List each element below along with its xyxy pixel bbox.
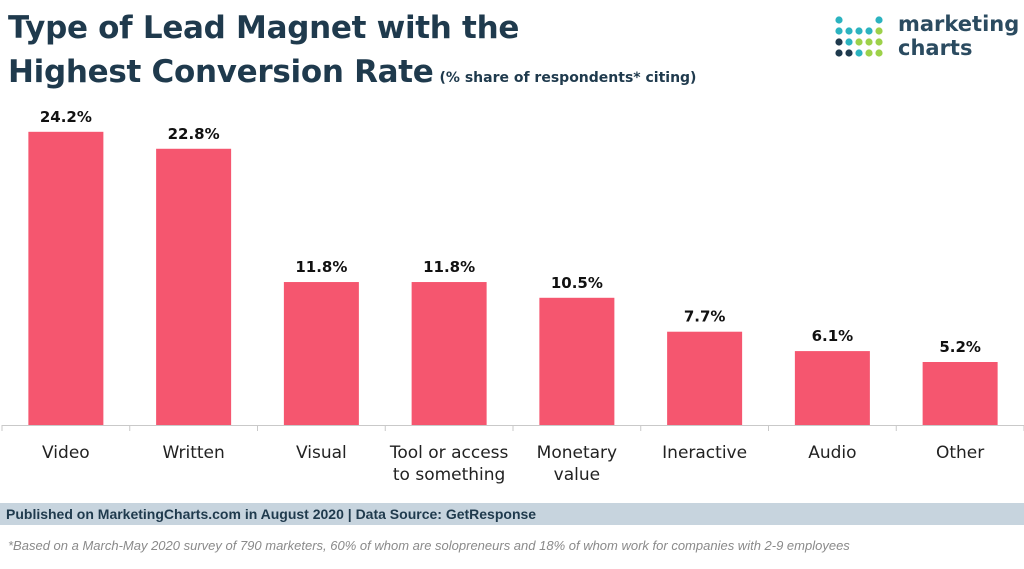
logo-dot xyxy=(855,49,863,57)
title-line-2: Highest Conversion Rate (% share of respo… xyxy=(8,50,696,100)
data-label: 11.8% xyxy=(423,258,475,276)
source-bar: Published on MarketingCharts.com in Augu… xyxy=(0,503,1024,525)
logo-dot xyxy=(845,38,853,46)
category-label: Other xyxy=(936,443,984,463)
logo-text-line1: marketing xyxy=(898,12,1020,36)
logo-dot xyxy=(855,38,863,46)
category-label: Monetary xyxy=(537,443,617,463)
chart-subtitle: (% share of respondents* citing) xyxy=(439,70,697,86)
logo-dot xyxy=(875,16,883,24)
bar xyxy=(539,297,615,425)
logo-dot xyxy=(865,49,873,57)
category-label: Written xyxy=(162,443,224,463)
title-line-2-text: Highest Conversion Rate xyxy=(8,54,434,90)
bar xyxy=(156,148,232,425)
category-label: value xyxy=(554,465,600,485)
logo-dot xyxy=(845,49,853,57)
bar xyxy=(922,362,998,425)
logo-dot xyxy=(875,49,883,57)
title-line-1: Type of Lead Magnet with the xyxy=(8,10,520,46)
category-label: Audio xyxy=(808,443,856,463)
footnote: *Based on a March-May 2020 survey of 790… xyxy=(8,538,850,553)
category-label: Ineractive xyxy=(662,443,747,463)
logo-dot xyxy=(855,27,863,35)
data-label: 10.5% xyxy=(551,274,603,292)
category-label: Tool or access xyxy=(389,443,509,463)
logo-dot xyxy=(845,27,853,35)
logo-dot xyxy=(835,27,843,35)
logo-dots-icon xyxy=(835,16,883,57)
bar-chart: 24.2% Video 22.8% Written 11.8% Visual 11.8% To… xyxy=(1,108,1024,485)
bar xyxy=(411,282,487,425)
data-label: 6.1% xyxy=(812,327,854,345)
logo-dot xyxy=(865,38,873,46)
marketingcharts-logo: marketing charts xyxy=(834,12,1019,68)
logo-dot xyxy=(835,16,843,24)
bar xyxy=(28,131,104,426)
category-label: to something xyxy=(393,465,505,485)
chart-title: Type of Lead Magnet with the Highest Con… xyxy=(8,6,696,100)
bar xyxy=(794,351,870,425)
bar xyxy=(667,331,743,425)
logo-text-line2: charts xyxy=(898,36,973,60)
data-label: 24.2% xyxy=(40,108,92,126)
data-label: 22.8% xyxy=(168,125,220,143)
logo-dot xyxy=(875,27,883,35)
category-label: Visual xyxy=(296,443,347,463)
data-label: 7.7% xyxy=(684,308,726,326)
logo-dot xyxy=(875,38,883,46)
bar xyxy=(283,282,359,425)
data-label: 5.2% xyxy=(939,338,981,356)
logo-dot xyxy=(865,27,873,35)
logo-dot xyxy=(835,38,843,46)
category-label: Video xyxy=(42,443,90,463)
data-label: 11.8% xyxy=(295,258,347,276)
logo-dot xyxy=(835,49,843,57)
logo-text: marketing charts xyxy=(898,12,1019,60)
